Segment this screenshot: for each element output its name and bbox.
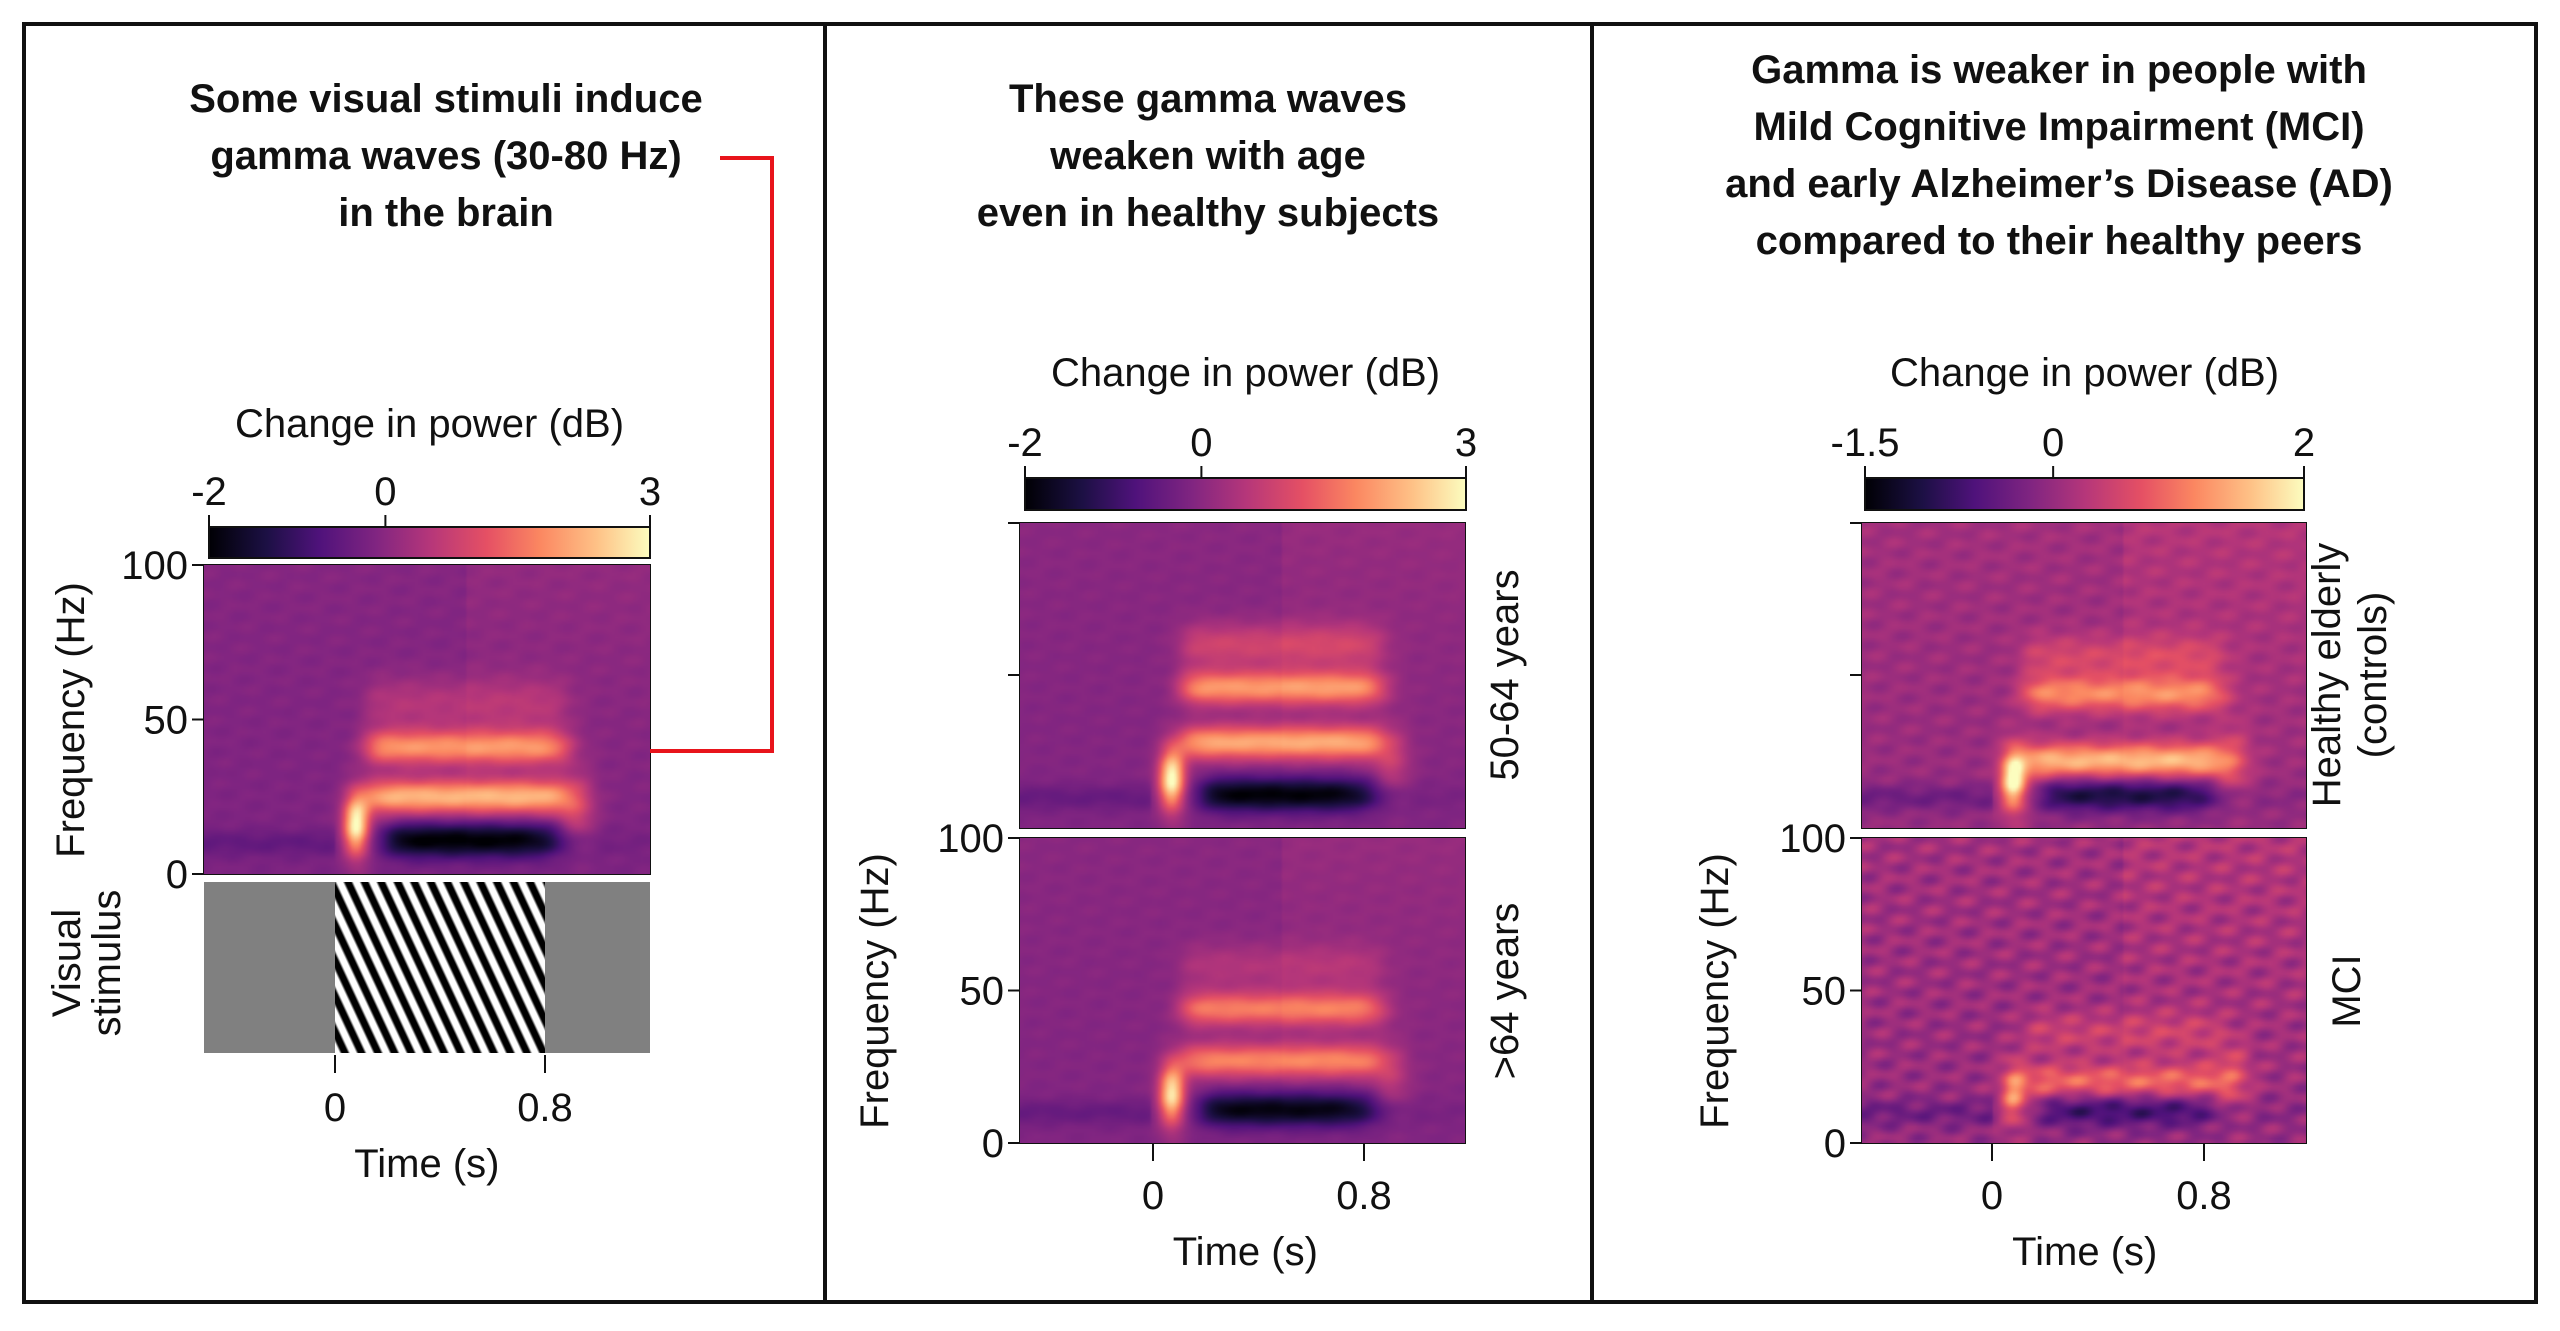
- colorbar: [1864, 477, 2305, 511]
- panel-title-line: Some visual stimuli induce: [189, 77, 702, 121]
- y-tick-label: 0: [166, 853, 188, 897]
- panel-title-line: Mild Cognitive Impairment (MCI): [1753, 105, 2364, 149]
- spectrogram-heatmap-top: [1862, 523, 2306, 828]
- y-tick-label: 50: [1802, 970, 1847, 1014]
- x-axis-label: Time (s): [2012, 1230, 2157, 1274]
- stimulus-label: stimulus: [85, 890, 129, 1037]
- panel-title-line: Gamma is weaker in people with: [1751, 48, 2367, 92]
- panel-title-line: and early Alzheimer’s Disease (AD): [1725, 162, 2393, 206]
- y-tick-label: 100: [1779, 817, 1846, 861]
- row-label: (controls): [2351, 592, 2395, 759]
- plot-layer: Some visual stimuli induce gamma waves (3…: [45, 48, 2395, 1274]
- y-tick-label: 0: [1824, 1122, 1846, 1166]
- x-tick-label: 0: [324, 1086, 346, 1130]
- stimulus-label: Visual: [45, 909, 89, 1017]
- row-label: 50-64 years: [1483, 569, 1527, 780]
- y-tick-label: 50: [144, 699, 189, 743]
- colorbar-tick-label: 0: [374, 470, 396, 514]
- colorbar-tick-label: 3: [1455, 421, 1477, 465]
- colorbar-tick-label: -1.5: [1831, 421, 1900, 465]
- y-axis-label: Frequency (Hz): [1693, 853, 1737, 1129]
- panel-title-line: gamma waves (30-80 Hz): [210, 134, 681, 178]
- y-axis-label: Frequency (Hz): [49, 582, 93, 858]
- colorbar-label: Change in power (dB): [1051, 351, 1440, 395]
- colorbar: [208, 526, 651, 559]
- colorbar-tick-label: 0: [2042, 421, 2064, 465]
- spectrogram-heatmap-bottom: [1020, 838, 1465, 1143]
- panel-title-line: These gamma waves: [1009, 77, 1407, 121]
- grating-stimulus: [335, 882, 545, 1053]
- x-tick-label: 0: [1142, 1174, 1164, 1218]
- spectrogram-heatmap: [204, 565, 650, 874]
- colorbar-tick-label: 0: [1190, 421, 1212, 465]
- y-axis-label: Frequency (Hz): [853, 853, 897, 1129]
- outer-border: [22, 22, 2538, 1304]
- colorbar-label: Change in power (dB): [1890, 351, 2279, 395]
- y-tick-label: 0: [982, 1122, 1004, 1166]
- colorbar-tick-label: -2: [1007, 421, 1043, 465]
- y-tick-label: 100: [937, 817, 1004, 861]
- panel-title-line: weaken with age: [1049, 134, 1366, 178]
- y-tick-label: 100: [121, 544, 188, 588]
- x-axis-label: Time (s): [1173, 1230, 1318, 1274]
- x-tick-label: 0: [1981, 1174, 2003, 1218]
- spectrogram-heatmap-top: [1020, 523, 1465, 828]
- colorbar-tick-label: -2: [191, 470, 227, 514]
- x-axis-label: Time (s): [354, 1142, 499, 1186]
- colorbar-tick-label: 2: [2293, 421, 2315, 465]
- x-tick-label: 0.8: [2176, 1174, 2232, 1218]
- y-tick-label: 50: [960, 970, 1005, 1014]
- panel-title-line: even in healthy subjects: [977, 191, 1439, 235]
- x-tick-label: 0.8: [517, 1086, 573, 1130]
- panel-title-line: compared to their healthy peers: [1756, 219, 2363, 263]
- annotation-connector: [589, 156, 774, 753]
- colorbar-tick-label: 3: [639, 470, 661, 514]
- x-tick-label: 0.8: [1336, 1174, 1392, 1218]
- spectrogram-heatmap-bottom: [1862, 838, 2306, 1143]
- colorbar-label: Change in power (dB): [235, 402, 624, 446]
- panel-title-line: in the brain: [338, 191, 554, 235]
- row-label: MCI: [2325, 954, 2369, 1027]
- row-label: >64 years: [1483, 903, 1527, 1080]
- colorbar: [1024, 477, 1467, 511]
- row-label: Healthy elderly: [2305, 543, 2349, 808]
